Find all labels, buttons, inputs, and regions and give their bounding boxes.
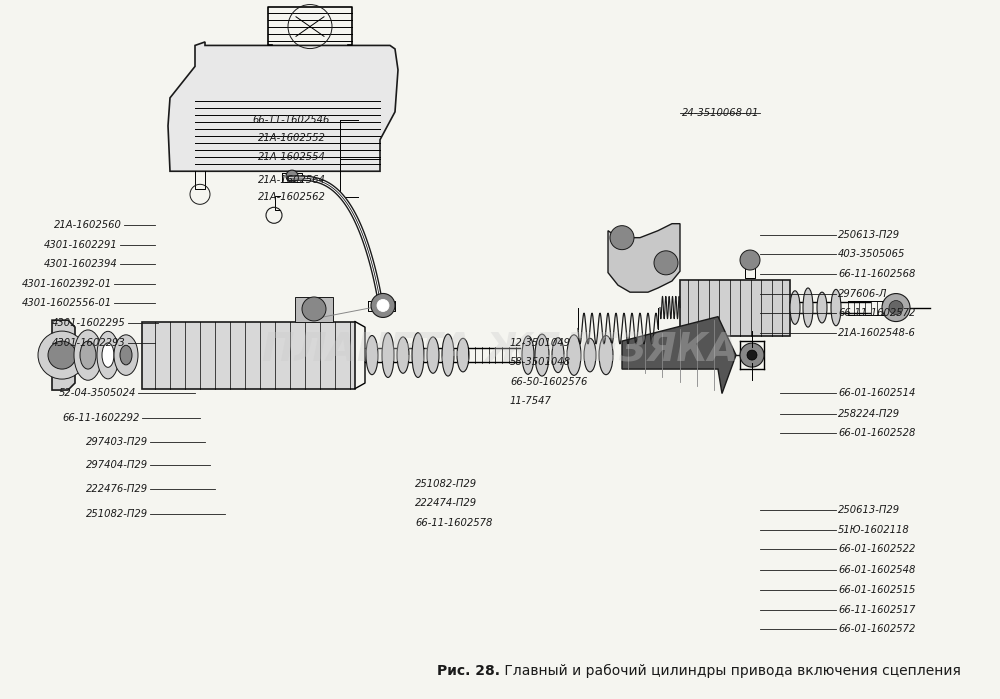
Circle shape [747,350,757,360]
Ellipse shape [442,334,454,376]
Polygon shape [52,320,75,390]
Text: 4301-1602394: 4301-1602394 [44,259,118,269]
Text: 222476-П29: 222476-П29 [86,484,148,494]
Ellipse shape [382,333,394,377]
Circle shape [38,331,86,379]
Text: 21А-1602548-6: 21А-1602548-6 [838,328,916,338]
Text: 21А-1602552: 21А-1602552 [258,134,326,143]
Text: 4301-1602291: 4301-1602291 [44,240,118,250]
Text: 251082-П29: 251082-П29 [415,479,477,489]
Circle shape [371,294,395,317]
Text: 258224-П29: 258224-П29 [838,409,900,419]
Text: 66-11-1602292: 66-11-1602292 [63,413,140,423]
Ellipse shape [552,338,564,373]
Text: Главный и рабочий цилиндры привода включения сцепления: Главный и рабочий цилиндры привода включ… [500,664,961,678]
Ellipse shape [522,336,534,375]
Text: 21А-1602564: 21А-1602564 [258,175,326,185]
Text: 66-01-1602522: 66-01-1602522 [838,545,915,554]
Text: 66-11-1602578: 66-11-1602578 [415,518,492,528]
Ellipse shape [567,335,581,375]
Ellipse shape [97,331,119,379]
Circle shape [377,299,389,312]
Ellipse shape [366,336,378,375]
Ellipse shape [102,343,114,368]
Text: 66-50-1602576: 66-50-1602576 [510,377,587,387]
Ellipse shape [397,337,409,373]
Text: 4301-1602392-01: 4301-1602392-01 [22,279,112,289]
Circle shape [740,343,764,367]
Text: 66-01-1602528: 66-01-1602528 [838,428,915,438]
Text: 11-7547: 11-7547 [510,396,552,406]
Text: 12-3501049: 12-3501049 [510,338,571,347]
Text: 52-04-3505024: 52-04-3505024 [59,388,136,398]
Text: Рис. 28.: Рис. 28. [437,664,500,678]
Circle shape [882,294,910,322]
Circle shape [889,301,903,315]
Text: 66-11-1602546: 66-11-1602546 [252,115,329,125]
Ellipse shape [412,333,424,377]
Text: 66-01-1602515: 66-01-1602515 [838,585,915,595]
Ellipse shape [535,334,549,376]
Text: 4301-1602295: 4301-1602295 [52,318,126,328]
Text: 66-01-1602514: 66-01-1602514 [838,388,915,398]
Text: 4301-1602556-01: 4301-1602556-01 [22,298,112,308]
Circle shape [610,226,634,250]
Text: 51Ю-1602118: 51Ю-1602118 [838,525,910,535]
Ellipse shape [831,289,841,326]
Polygon shape [142,322,355,389]
Text: 251082-П29: 251082-П29 [86,509,148,519]
Text: 66-11-1602568: 66-11-1602568 [838,269,915,279]
Polygon shape [608,224,680,292]
Ellipse shape [120,345,132,365]
Text: 66-11-1602517: 66-11-1602517 [838,605,915,614]
Text: 222474-П29: 222474-П29 [415,498,477,508]
Circle shape [302,297,326,321]
Circle shape [740,250,760,270]
Polygon shape [622,317,736,394]
Text: 66-01-1602548: 66-01-1602548 [838,565,915,575]
Ellipse shape [599,336,613,375]
Text: 21А-1602560: 21А-1602560 [54,220,122,230]
Text: 66-01-1602572: 66-01-1602572 [838,624,915,634]
Text: 4301-1602293: 4301-1602293 [52,338,126,347]
Ellipse shape [427,337,439,373]
Polygon shape [168,42,398,171]
Text: 24-3510068-01: 24-3510068-01 [682,108,759,118]
Text: 297403-П29: 297403-П29 [86,437,148,447]
Text: 250613-П29: 250613-П29 [838,505,900,515]
Ellipse shape [74,330,102,380]
Circle shape [286,170,298,182]
Ellipse shape [817,292,827,323]
Text: 58-3501048: 58-3501048 [510,357,571,367]
Ellipse shape [584,338,596,372]
Ellipse shape [457,338,469,372]
Bar [295,297,333,322]
Text: 250613-П29: 250613-П29 [838,230,900,240]
Text: 21А-1602554: 21А-1602554 [258,152,326,161]
Polygon shape [680,280,790,336]
Ellipse shape [80,341,96,369]
Text: 297606-Л: 297606-Л [838,289,887,298]
Text: 21А-1602562: 21А-1602562 [258,192,326,202]
Circle shape [48,341,76,369]
Text: ПЛАНЕТА ЖЕЛЕЗЯКА: ПЛАНЕТА ЖЕЛЕЗЯКА [262,331,738,369]
Text: 403-3505065: 403-3505065 [838,250,905,259]
Ellipse shape [114,335,138,375]
Text: 297404-П29: 297404-П29 [86,460,148,470]
Ellipse shape [790,291,800,324]
Text: 66-11-1602572: 66-11-1602572 [838,308,915,318]
Circle shape [654,251,678,275]
Ellipse shape [803,288,813,327]
